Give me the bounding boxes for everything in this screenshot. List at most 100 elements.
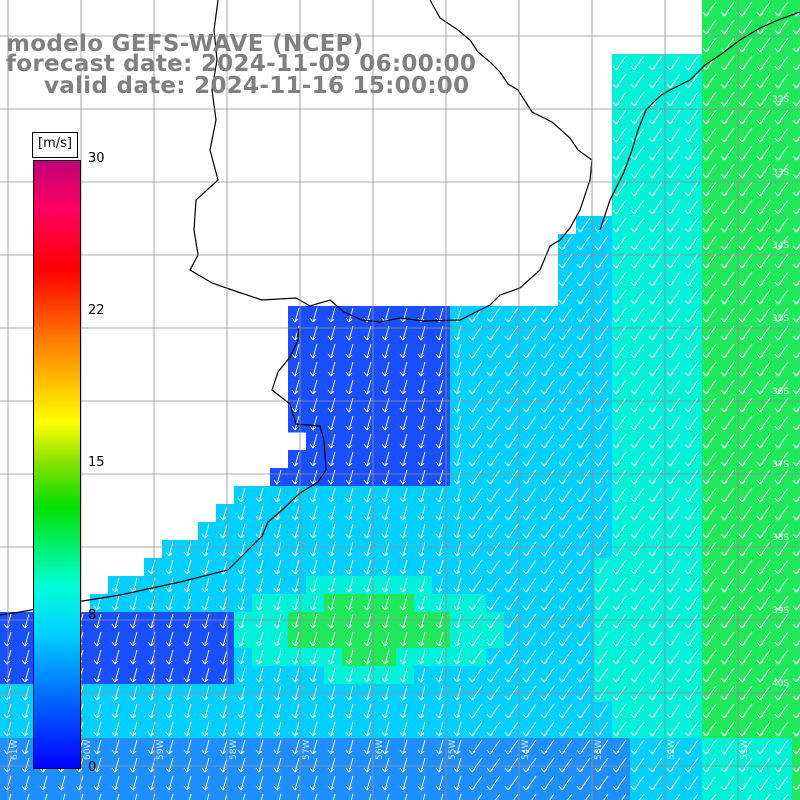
wind-arrow: [684, 307, 699, 323]
wind-arrow: [183, 613, 192, 629]
wind-arrow: [309, 631, 318, 647]
wind-arrow: [417, 343, 426, 359]
wind-arrow: [792, 153, 800, 161]
forecast-date: forecast date: 2024-11-09 06:00:00: [6, 51, 477, 77]
wind-arrow: [684, 163, 699, 179]
wind-arrow: [540, 775, 555, 791]
wind-arrow: [468, 559, 483, 575]
wind-arrow: [558, 667, 573, 683]
wind-arrow: [576, 613, 591, 629]
wind-arrow: [738, 451, 753, 467]
wind-arrow: [558, 253, 573, 269]
wind-arrow: [774, 55, 789, 71]
wind-arrow: [201, 541, 210, 557]
wind-arrow: [504, 757, 519, 773]
wind-arrow: [381, 541, 390, 557]
wind-arrow: [630, 541, 645, 557]
wind-arrow: [345, 649, 354, 665]
wind-arrow: [417, 451, 426, 467]
wind-arrow: [594, 559, 609, 575]
wind-arrow: [255, 667, 264, 683]
wind-arrow: [756, 181, 771, 197]
wind-arrow: [738, 343, 753, 359]
wind-arrow: [93, 775, 102, 791]
wind-arrow: [237, 595, 246, 611]
wind-arrow: [576, 433, 591, 449]
longitude-label: 59W: [156, 739, 166, 760]
longitude-label: 57W: [302, 739, 312, 760]
wind-arrow: [453, 667, 462, 683]
wind-arrow: [453, 469, 462, 485]
wind-arrow: [648, 631, 663, 647]
wind-arrow: [648, 361, 663, 377]
legend-tick-0: 0: [88, 760, 97, 775]
wind-arrow: [486, 631, 501, 647]
wind-arrow: [738, 613, 753, 629]
wind-arrow: [576, 451, 591, 467]
wind-arrow: [417, 757, 426, 773]
wind-arrow: [792, 657, 800, 665]
wind-arrow: [201, 703, 210, 719]
wind-arrow: [648, 253, 663, 269]
coastline-northeast: [599, 11, 800, 231]
wind-arrow: [495, 793, 501, 800]
wind-cell: [486, 792, 505, 800]
wind-arrow: [540, 667, 555, 683]
wind-cell: [792, 648, 800, 667]
wind-arrow: [792, 63, 800, 71]
wind-cell: [792, 72, 800, 91]
wind-arrow: [774, 217, 789, 233]
wind-arrow: [165, 721, 174, 737]
wind-arrow: [345, 433, 354, 449]
wind-arrow: [381, 595, 390, 611]
wind-arrow: [291, 721, 300, 737]
wind-arrow: [594, 523, 609, 539]
wind-arrow: [720, 19, 735, 35]
wind-arrow: [111, 703, 120, 719]
wind-arrow: [792, 81, 800, 89]
wind-arrow: [666, 415, 681, 431]
wind-arrow: [720, 163, 735, 179]
wind-arrow: [558, 271, 573, 287]
legend-tick-22: 22: [88, 303, 105, 318]
wind-arrow: [630, 235, 645, 251]
wind-arrow: [702, 433, 717, 449]
wind-arrow: [666, 757, 681, 773]
wind-arrow: [630, 667, 645, 683]
wind-arrow: [134, 793, 138, 800]
wind-arrow: [93, 613, 102, 629]
wind-arrow: [327, 775, 336, 791]
wind-arrow: [522, 703, 537, 719]
wind-arrow: [612, 163, 627, 179]
wind-arrow: [486, 307, 501, 323]
wind-arrow: [576, 541, 591, 557]
wind-arrow: [666, 361, 681, 377]
wind-arrow: [684, 55, 699, 71]
wind-arrow: [621, 793, 627, 800]
wind-arrow: [702, 361, 717, 377]
wind-arrow: [612, 253, 627, 269]
wind-arrow: [612, 721, 627, 737]
wind-arrow: [684, 505, 699, 521]
wind-arrow: [237, 721, 246, 737]
wind-arrow: [468, 757, 483, 773]
wind-cell: [792, 144, 800, 163]
wind-arrow: [93, 649, 102, 665]
wind-arrow: [684, 199, 699, 215]
wind-arrow: [540, 757, 555, 773]
wind-arrow: [774, 307, 789, 323]
wind-arrow: [684, 487, 699, 503]
wind-arrow: [612, 505, 627, 521]
wind-arrow: [576, 397, 591, 413]
longitude-label: 53W: [594, 739, 604, 760]
wind-arrow: [522, 631, 537, 647]
wind-arrow: [792, 495, 800, 503]
wind-arrow: [327, 559, 336, 575]
wind-arrow: [684, 577, 699, 593]
wind-arrow: [435, 631, 444, 647]
wind-arrow: [792, 747, 800, 755]
wind-arrow: [630, 613, 645, 629]
wind-arrow: [558, 505, 573, 521]
wind-arrow: [576, 559, 591, 575]
wind-arrow: [576, 739, 591, 755]
